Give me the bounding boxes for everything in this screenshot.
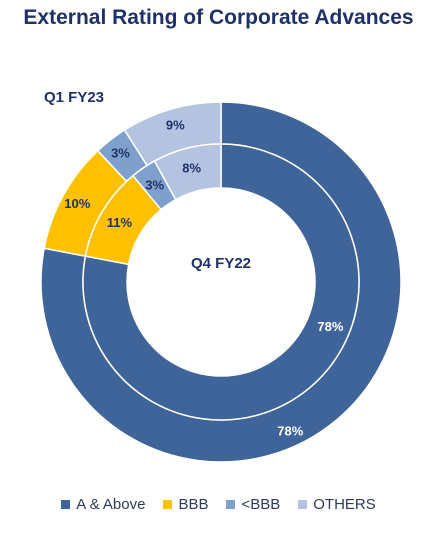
outer-ring-label-0: 78% [277, 424, 303, 439]
legend-item-0: A & Above [61, 496, 145, 513]
outer-ring-label: Q1 FY23 [44, 89, 105, 106]
outer-ring-label-1: 10% [64, 196, 90, 211]
inner-ring-label-1: 11% [107, 215, 133, 230]
legend-label: OTHERS [313, 496, 376, 513]
legend-label: <BBB [241, 496, 281, 513]
legend-swatch [163, 500, 173, 509]
inner-ring-label: Q4 FY22 [191, 255, 251, 272]
legend-item-3: OTHERS [298, 496, 376, 513]
inner-ring-slice-3 [153, 143, 222, 201]
legend-item-2: <BBB [226, 496, 280, 513]
legend-swatch [61, 500, 71, 509]
legend-swatch [226, 500, 236, 509]
legend-label: A & Above [76, 496, 146, 513]
legend-item-1: BBB [163, 496, 208, 513]
legend-label: BBB [178, 496, 209, 513]
inner-ring-label-3: 8% [182, 161, 201, 176]
legend-swatch [298, 500, 308, 509]
inner-ring-label-2: 3% [145, 177, 164, 192]
inner-ring-label-0: 78% [317, 319, 343, 334]
outer-ring-label-3: 9% [166, 118, 185, 133]
outer-ring-label-2: 3% [111, 145, 130, 160]
chart-title: External Rating of Corporate Advances [23, 6, 414, 29]
inner-ring-slice-0 [82, 143, 360, 421]
chart-legend: A & Above BBB <BBB OTHERS [0, 496, 437, 513]
